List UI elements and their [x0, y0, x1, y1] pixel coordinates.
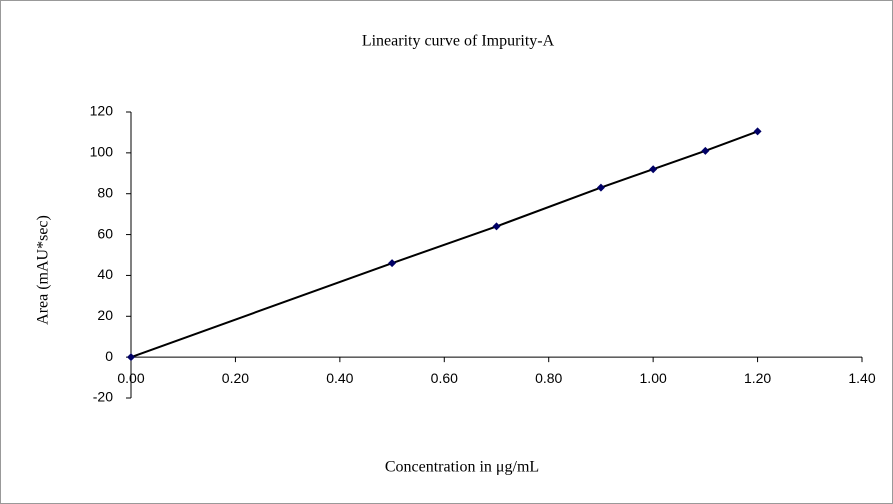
y-tick-label: -20	[93, 389, 113, 405]
x-tick-label: 0.40	[326, 370, 353, 386]
x-axis-label: Concentration in μg/mL	[385, 459, 539, 476]
data-point	[753, 127, 762, 136]
x-tick-label: 1.40	[848, 370, 875, 386]
x-tick-label: 0.00	[117, 370, 144, 386]
y-tick-label: 120	[90, 103, 114, 119]
x-tick-label: 0.20	[222, 370, 249, 386]
data-point	[701, 146, 710, 155]
y-tick-label: 20	[97, 307, 113, 323]
data-point	[596, 183, 605, 192]
x-tick-label: 0.60	[431, 370, 458, 386]
x-tick-label: 1.00	[640, 370, 667, 386]
data-point	[388, 259, 397, 268]
y-tick-label: 40	[97, 266, 113, 282]
x-tick-label: 1.20	[744, 370, 771, 386]
y-axis-label: Area (mAU*sec)	[35, 215, 52, 325]
chart-title: Linearity curve of Impurity-A	[362, 33, 555, 50]
data-point	[127, 353, 135, 362]
y-tick-label: 0	[105, 348, 113, 364]
data-point	[649, 165, 658, 174]
y-tick-label: 100	[90, 144, 114, 160]
y-tick-label: 60	[97, 225, 113, 241]
y-tick-label: 80	[97, 184, 113, 200]
data-point	[492, 222, 501, 231]
x-tick-label: 0.80	[535, 370, 562, 386]
